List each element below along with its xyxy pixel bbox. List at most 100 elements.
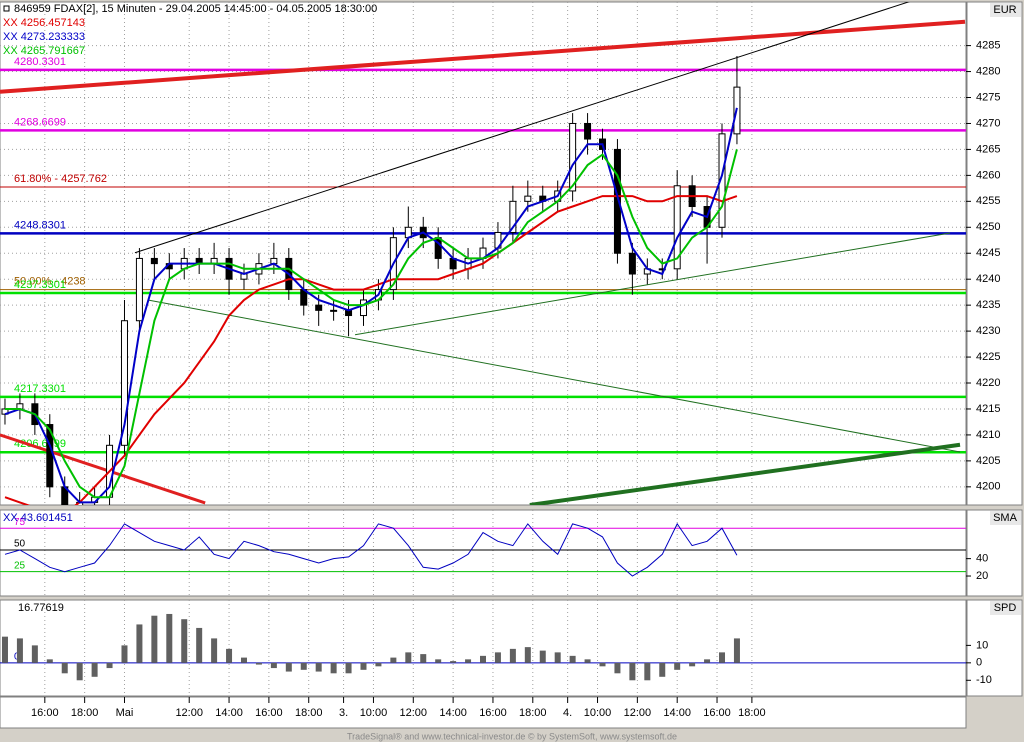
level-label: 4237.3301: [14, 279, 66, 291]
bar: [450, 661, 457, 663]
bar: [704, 659, 711, 663]
candle-body: [524, 195, 532, 202]
y-tick-label: 4270: [976, 117, 1000, 129]
bar: [106, 662, 113, 669]
trendline: [354, 232, 951, 336]
y-tick-label: 4285: [976, 40, 1000, 52]
y-tick-label: 4215: [976, 403, 1000, 415]
bar: [61, 662, 68, 674]
bar: [315, 662, 322, 672]
candle-body: [135, 257, 143, 322]
bar: [719, 652, 726, 663]
x-tick-label: 10:00: [360, 707, 388, 719]
bar: [1, 636, 8, 663]
x-tick-label: 16:00: [31, 707, 59, 719]
legend-entry: XX 4273.233333: [3, 31, 85, 43]
x-tick-label: 16:00: [479, 707, 507, 719]
y-tick-label: 40: [976, 553, 988, 565]
bar: [629, 662, 636, 681]
candle-body: [673, 185, 681, 270]
series-line: [5, 149, 738, 499]
y-tick-label: 4200: [976, 481, 1000, 493]
bar: [375, 662, 382, 667]
bar: [614, 662, 621, 674]
bar: [569, 655, 576, 663]
plot: 4280.3301 4268.6699 61.80% - 4257.762 4248.…: [0, 2, 966, 505]
level-label: 75: [14, 517, 26, 528]
bar: [300, 662, 307, 670]
level-label: 4248.8301: [14, 219, 66, 231]
x-tick-label: 12:00: [400, 707, 428, 719]
x-tick-label: 18:00: [519, 707, 547, 719]
x-tick-label: 18:00: [71, 707, 99, 719]
bar: [345, 662, 352, 674]
bar: [270, 662, 277, 669]
y-tick-label: 4225: [976, 351, 1000, 363]
bar: [31, 645, 38, 663]
x-tick-label: 12:00: [175, 707, 203, 719]
series-line: [4, 107, 738, 504]
plot: 75 50 25: [0, 510, 966, 596]
bar: [524, 647, 531, 663]
bar: [674, 662, 681, 670]
axis-area: [966, 599, 1023, 697]
bar: [46, 659, 53, 663]
level-label: 50.00% - 4238: [14, 275, 86, 287]
bar: [509, 648, 516, 663]
axis-label: EUR: [993, 4, 1016, 16]
y-tick-label: -10: [976, 674, 992, 686]
y-tick-label: 4250: [976, 221, 1000, 233]
y-tick-label: 4235: [976, 299, 1000, 311]
plot: 0: [0, 600, 966, 696]
trendline: [529, 442, 961, 505]
legend-entry: XX 4256.457143: [3, 17, 85, 29]
bar: [733, 638, 740, 663]
bar: [360, 662, 367, 670]
y-tick-label: 4210: [976, 429, 1000, 441]
candle-body: [569, 122, 577, 192]
x-tick-label: 12:00: [624, 707, 652, 719]
legend-entry: XX 4265.791667: [3, 45, 85, 57]
y-tick-label: 4245: [976, 247, 1000, 259]
candle-body: [613, 148, 621, 254]
candle-body: [584, 122, 592, 140]
x-tick-label: Mai: [116, 707, 134, 719]
y-tick-label: 4280: [976, 65, 1000, 77]
x-tick-label: 18:00: [295, 707, 323, 719]
y-tick-label: 0: [976, 657, 982, 669]
bar: [465, 659, 472, 663]
bar: [390, 657, 397, 663]
bar: [255, 662, 262, 665]
level-label: 4280.3301: [14, 56, 66, 68]
axis-label: SMA: [993, 512, 1018, 524]
bar: [240, 657, 247, 663]
axis-label: SPD: [994, 602, 1017, 614]
level-label: 25: [14, 560, 26, 571]
x-tick-label: 14:00: [439, 707, 467, 719]
bar: [196, 627, 203, 663]
panel: [0, 509, 967, 597]
candle-body: [359, 299, 367, 317]
candle-body: [150, 257, 158, 265]
candle-body: [120, 320, 128, 446]
x-tick-label: 16:00: [703, 707, 731, 719]
x-tick-label: 14:00: [663, 707, 691, 719]
axis-label-box: [990, 3, 1021, 17]
x-tick-label: 18:00: [738, 707, 766, 719]
y-tick-label: 4220: [976, 377, 1000, 389]
bar: [405, 652, 412, 663]
bar: [16, 638, 23, 663]
candle-body: [718, 133, 726, 228]
y-tick-label: 4265: [976, 143, 1000, 155]
bar: [285, 662, 292, 672]
legend-entry: 16.77619: [18, 602, 64, 614]
bar: [435, 659, 442, 663]
bar: [166, 613, 173, 663]
footer: TradeSignal® and www.technical-investor.…: [347, 731, 677, 741]
bar: [599, 662, 606, 667]
y-tick-label: 10: [976, 639, 988, 651]
bar: [76, 662, 83, 681]
bar: [181, 619, 188, 663]
bar: [554, 652, 561, 663]
